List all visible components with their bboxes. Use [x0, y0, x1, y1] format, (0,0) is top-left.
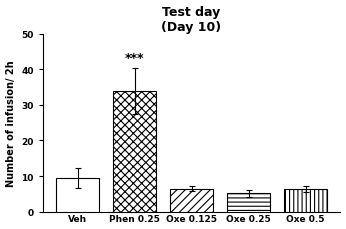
Bar [56, 178, 99, 212]
Bar [227, 193, 270, 212]
Title: Test day
(Day 10): Test day (Day 10) [162, 5, 221, 33]
Bar [113, 91, 156, 212]
Bar [284, 189, 327, 212]
Y-axis label: Number of infusion/ 2h: Number of infusion/ 2h [6, 60, 16, 186]
Text: ***: *** [125, 52, 144, 65]
Bar [170, 189, 213, 212]
